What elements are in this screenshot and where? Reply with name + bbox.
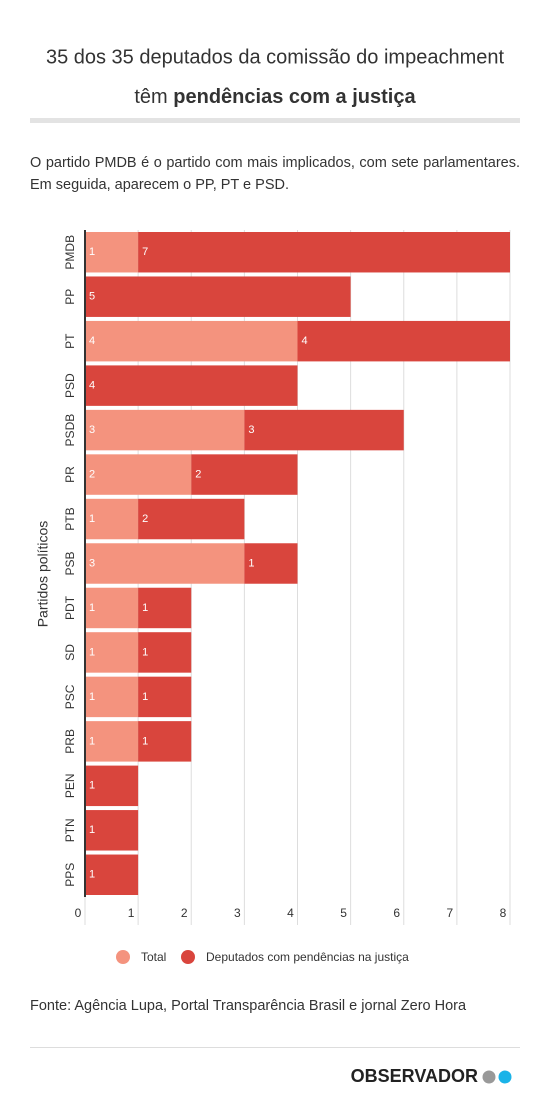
value-label: 2	[142, 513, 148, 525]
legend-swatch	[181, 950, 195, 964]
brand-dot	[482, 1070, 496, 1084]
bar-segment	[85, 765, 139, 807]
bar-segment	[85, 454, 192, 495]
footer-rule	[30, 1047, 520, 1048]
value-label: 3	[248, 424, 254, 436]
value-label: 1	[89, 735, 95, 747]
y-tick-label: PPS	[63, 863, 77, 887]
legend-label: Total	[141, 950, 166, 964]
bar-segment	[85, 276, 351, 317]
y-tick-label: PSB	[63, 551, 77, 575]
y-tick-label: PSC	[63, 684, 77, 709]
bar-segment	[138, 632, 192, 673]
value-label: 1	[142, 646, 148, 658]
value-label: 4	[302, 335, 308, 347]
chart-subtitle: têm pendências com a justiça	[134, 86, 416, 108]
y-tick-label: PMDB	[63, 235, 77, 270]
y-tick-label: PEN	[63, 773, 77, 798]
bar-segment	[138, 676, 192, 718]
y-tick-label: PT	[63, 333, 77, 349]
bar-segment	[85, 232, 139, 273]
subtitle-emphasis: pendências com a justiça	[173, 86, 416, 108]
value-label: 1	[89, 602, 95, 614]
bar-segment	[85, 632, 139, 673]
bar-segment	[191, 454, 298, 495]
value-label: 3	[89, 557, 95, 569]
bar-segment	[85, 365, 298, 406]
x-tick-label: 5	[340, 906, 347, 920]
value-label: 1	[89, 691, 95, 703]
value-label: 1	[89, 780, 95, 792]
header-rule	[30, 118, 520, 123]
value-label: 7	[142, 246, 148, 258]
description: O partido PMDB é o partido com mais impl…	[30, 155, 520, 193]
value-label: 1	[142, 602, 148, 614]
legend-label: Deputados com pendências na justiça	[206, 950, 409, 964]
x-tick-label: 1	[128, 906, 135, 920]
bar-segment	[85, 543, 245, 584]
brand: OBSERVADOR	[351, 1066, 478, 1086]
value-label: 4	[89, 380, 95, 392]
x-tick-label: 8	[500, 906, 507, 920]
y-tick-label: PTN	[63, 818, 77, 842]
y-tick-label: PTB	[63, 507, 77, 530]
legend-swatch	[116, 950, 130, 964]
bar-segment	[244, 543, 298, 584]
x-tick-label: 6	[393, 906, 400, 920]
value-label: 5	[89, 291, 95, 303]
bar-segment	[85, 498, 139, 540]
x-tick-label: 0	[75, 906, 82, 920]
value-label: 1	[89, 246, 95, 258]
y-tick-label: PRB	[63, 729, 77, 754]
value-label: 1	[89, 869, 95, 881]
x-tick-label: 3	[234, 906, 241, 920]
y-tick-label: PSDB	[63, 414, 77, 447]
y-tick-label: PSD	[63, 373, 77, 398]
value-label: 1	[142, 735, 148, 747]
y-tick-label: PDT	[63, 595, 77, 620]
chart-title: 35 dos 35 deputados da comissão do impea…	[46, 46, 505, 68]
x-tick-label: 4	[287, 906, 294, 920]
y-axis-label: Partidos políticos	[35, 521, 51, 628]
value-label: 1	[89, 824, 95, 836]
x-tick-label: 2	[181, 906, 188, 920]
y-tick-label: PP	[63, 289, 77, 305]
bar-segment	[138, 232, 510, 273]
y-tick-label: PR	[63, 466, 77, 483]
y-tick-label: SD	[63, 644, 77, 661]
source: Fonte: Agência Lupa, Portal Transparênci…	[30, 998, 467, 1014]
subtitle-lead: têm	[134, 86, 167, 108]
value-label: 4	[89, 335, 95, 347]
bar-segment	[85, 587, 139, 629]
value-label: 1	[89, 513, 95, 525]
brand-dot	[498, 1070, 512, 1084]
bar-segment	[85, 320, 298, 362]
bar-segment	[297, 320, 510, 362]
value-label: 1	[142, 691, 148, 703]
value-label: 1	[89, 646, 95, 658]
value-label: 1	[248, 557, 254, 569]
bar-segment	[85, 854, 139, 895]
bar-segment	[85, 721, 139, 762]
value-label: 3	[89, 424, 95, 436]
bar-segment	[138, 587, 192, 629]
bar-segment	[85, 409, 245, 451]
bar-segment	[138, 498, 245, 540]
bar-segment	[85, 676, 139, 718]
bar-segment	[244, 409, 404, 451]
value-label: 2	[89, 468, 95, 480]
bar-segment	[85, 810, 139, 851]
value-label: 2	[195, 468, 201, 480]
x-tick-label: 7	[447, 906, 454, 920]
bar-segment	[138, 721, 192, 762]
